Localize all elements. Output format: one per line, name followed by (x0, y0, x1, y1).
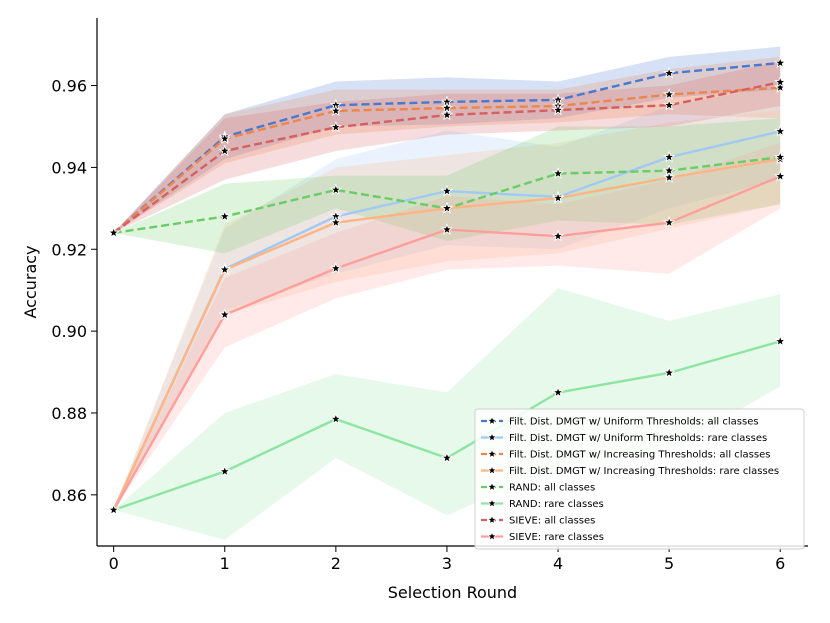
data-point-s8-x4 (551, 229, 565, 242)
data-point-s3-x2 (329, 104, 343, 117)
data-point-s1-x5 (662, 66, 676, 79)
data-point-s6-x5 (662, 366, 676, 379)
data-point-s3-x5 (662, 88, 676, 100)
x-tick-label-1: 1 (220, 554, 230, 573)
data-point-s5-x2 (329, 183, 343, 196)
data-point-s5-x5 (662, 164, 676, 176)
data-point-s4-x5 (662, 171, 676, 183)
legend-entry-6: RAND: rare classes (509, 499, 604, 510)
legend-swatch-star-1 (486, 415, 498, 426)
data-point-s2-x3 (440, 184, 454, 197)
data-point-s8-x1 (218, 308, 231, 320)
x-tick-label-5: 5 (664, 554, 674, 573)
data-point-s8-x2 (329, 262, 343, 274)
x-tick-label-0: 0 (109, 554, 119, 573)
legend-swatch-star-8 (486, 531, 498, 541)
x-tick-label-6: 6 (775, 554, 785, 573)
y-tick-label-2: 0.90 (51, 322, 87, 341)
data-point-s7-x3 (440, 108, 454, 121)
y-tick-label-5: 0.96 (51, 77, 87, 96)
legend-entry-1: Filt. Dist. DMGT w/ Uniform Thresholds: … (509, 417, 759, 428)
legend-entry-5: RAND: all classes (509, 483, 595, 494)
legend-swatch-star-2 (486, 432, 498, 442)
data-point-s7-x5 (662, 98, 676, 111)
legend-entry-4: Filt. Dist. DMGT w/ Increasing Threshold… (509, 466, 779, 477)
data-point-s8-x0 (107, 503, 120, 516)
legend-entry-2: Filt. Dist. DMGT w/ Uniform Thresholds: … (509, 433, 767, 444)
x-tick-label-4: 4 (553, 554, 563, 573)
data-point-s7-x2 (329, 120, 343, 133)
data-point-s2-x6 (774, 124, 787, 137)
data-point-s8-x5 (662, 216, 676, 228)
data-point-s5-x4 (551, 167, 565, 179)
data-point-s7-x4 (551, 103, 565, 116)
y-tick-label-0: 0.86 (51, 486, 87, 505)
data-point-s8-x3 (440, 223, 454, 235)
data-point-s7-x1 (218, 144, 231, 157)
confidence-band-6 (113, 288, 781, 540)
data-point-s6-x6 (774, 334, 787, 347)
data-point-s6-x1 (218, 465, 231, 477)
legend-swatch-star-3 (486, 448, 498, 459)
data-point-s7-x6 (774, 75, 787, 88)
x-tick-label-3: 3 (442, 554, 452, 573)
data-point-s5-x3 (440, 201, 454, 214)
legend-swatch-star-5 (486, 481, 498, 492)
data-point-s5-x1 (218, 210, 231, 222)
data-point-s8-x6 (774, 169, 787, 182)
data-point-s6-x2 (329, 412, 343, 425)
confidence-band-3 (113, 56, 781, 233)
legend: Filt. Dist. DMGT w/ Uniform Thresholds: … (474, 408, 805, 550)
data-point-s4-x2 (329, 216, 343, 228)
confidence-band-2 (113, 85, 781, 510)
legend-box (474, 408, 805, 550)
data-point-s2-x5 (662, 150, 676, 163)
confidence-band-1 (113, 46, 781, 233)
legend-swatch-star-7 (486, 514, 498, 525)
legend-entry-3: Filt. Dist. DMGT w/ Increasing Threshold… (509, 450, 770, 461)
confidence-band-8 (113, 142, 781, 510)
data-point-s6-x3 (440, 451, 454, 464)
x-tick-label-2: 2 (331, 554, 341, 573)
y-axis-label: Accuracy (21, 245, 40, 318)
data-point-s1-x6 (774, 56, 787, 69)
legend-swatch-star-4 (486, 465, 498, 475)
legend-entry-7: SIEVE: all classes (509, 516, 595, 527)
x-axis-label: Selection Round (388, 583, 517, 602)
data-point-s4-x1 (218, 263, 231, 275)
legend-entry-8: SIEVE: rare classes (509, 532, 604, 543)
legend-swatch-star-6 (486, 498, 498, 508)
y-tick-label-3: 0.92 (51, 240, 87, 259)
data-point-s5-x6 (774, 150, 787, 163)
y-tick-label-4: 0.94 (51, 158, 87, 177)
confidence-bands (113, 46, 781, 540)
data-point-s3-x1 (218, 132, 231, 144)
data-point-s7-x0 (107, 226, 120, 239)
data-point-s6-x4 (551, 386, 565, 398)
confidence-band-7 (113, 60, 781, 233)
confidence-band-4 (113, 110, 781, 510)
data-point-s4-x4 (551, 191, 565, 204)
data-point-s3-x6 (774, 81, 787, 93)
y-tick-label-1: 0.88 (51, 404, 87, 423)
series-markers (107, 56, 787, 516)
